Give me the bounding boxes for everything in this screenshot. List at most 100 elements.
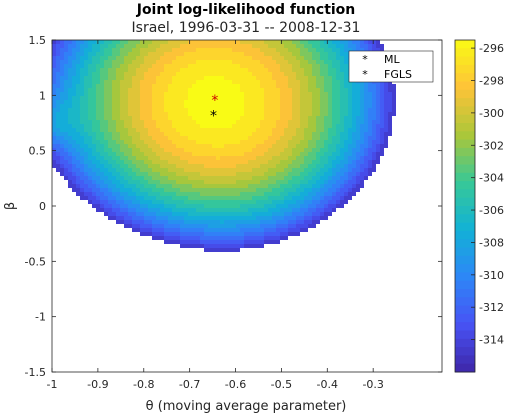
contour-cell: [252, 84, 256, 88]
contour-cell: [352, 172, 356, 176]
contour-cell: [232, 80, 236, 84]
contour-cell: [276, 208, 280, 212]
contour-cell: [116, 112, 120, 116]
chart-title: Joint log-likelihood function: [136, 2, 356, 18]
contour-cell: [120, 64, 124, 68]
contour-cell: [252, 72, 256, 76]
contour-cell: [264, 184, 268, 188]
contour-cell: [212, 48, 216, 52]
contour-cell: [236, 124, 240, 128]
contour-cell: [300, 124, 304, 128]
contour-cell: [332, 56, 336, 60]
contour-cell: [144, 180, 148, 184]
contour-cell: [112, 64, 116, 68]
contour-cell: [180, 196, 184, 200]
contour-cell: [156, 148, 160, 152]
contour-cell: [236, 40, 240, 44]
contour-cell: [136, 124, 140, 128]
contour-cell: [260, 200, 264, 204]
contour-cell: [88, 80, 92, 84]
contour-cell: [272, 236, 276, 240]
contour-cell: [236, 184, 240, 188]
contour-cell: [236, 232, 240, 236]
contour-cell: [108, 152, 112, 156]
contour-cell: [88, 144, 92, 148]
contour-cell: [356, 128, 360, 132]
contour-cell: [180, 60, 184, 64]
contour-cell: [144, 68, 148, 72]
contour-cell: [64, 88, 68, 92]
contour-cell: [296, 76, 300, 80]
contour-cell: [240, 228, 244, 232]
contour-cell: [268, 128, 272, 132]
contour-cell: [220, 236, 224, 240]
colorbar-tick-label: -312: [479, 301, 504, 314]
contour-cell: [372, 104, 376, 108]
contour-cell: [244, 188, 248, 192]
contour-cell: [376, 156, 380, 160]
contour-cell: [156, 224, 160, 228]
contour-cell: [232, 172, 236, 176]
contour-cell: [216, 168, 220, 172]
contour-cell: [168, 184, 172, 188]
contour-cell: [240, 180, 244, 184]
contour-cell: [152, 220, 156, 224]
contour-cell: [112, 116, 116, 120]
contour-cell: [380, 44, 384, 48]
contour-cell: [236, 224, 240, 228]
contour-cell: [256, 52, 260, 56]
contour-cell: [224, 60, 228, 64]
contour-cell: [88, 184, 92, 188]
contour-cell: [76, 108, 80, 112]
contour-cell: [300, 224, 304, 228]
contour-cell: [332, 84, 336, 88]
contour-cell: [132, 48, 136, 52]
contour-cell: [236, 68, 240, 72]
contour-cell: [340, 140, 344, 144]
contour-cell: [152, 200, 156, 204]
contour-cell: [100, 60, 104, 64]
contour-cell: [300, 148, 304, 152]
colorbar-segment: [455, 197, 475, 207]
contour-cell: [104, 116, 108, 120]
contour-cell: [304, 204, 308, 208]
contour-cell: [208, 240, 212, 244]
contour-cell: [276, 188, 280, 192]
contour-cell: [300, 176, 304, 180]
contour-cell: [368, 100, 372, 104]
contour-cell: [164, 72, 168, 76]
contour-cell: [164, 80, 168, 84]
contour-cell: [92, 80, 96, 84]
contour-cell: [256, 184, 260, 188]
contour-cell: [184, 188, 188, 192]
contour-cell: [152, 148, 156, 152]
contour-cell: [308, 76, 312, 80]
contour-cell: [320, 160, 324, 164]
contour-cell: [64, 160, 68, 164]
contour-cell: [308, 68, 312, 72]
contour-cell: [276, 148, 280, 152]
contour-cell: [256, 72, 260, 76]
contour-cell: [100, 140, 104, 144]
contour-cell: [164, 156, 168, 160]
contour-cell: [72, 176, 76, 180]
contour-cell: [356, 44, 360, 48]
contour-cell: [124, 148, 128, 152]
contour-cell: [272, 200, 276, 204]
contour-cell: [120, 196, 124, 200]
contour-cell: [340, 156, 344, 160]
contour-cell: [296, 48, 300, 52]
contour-cell: [236, 72, 240, 76]
contour-cell: [292, 128, 296, 132]
contour-cell: [188, 196, 192, 200]
contour-cell: [148, 52, 152, 56]
contour-cell: [240, 232, 244, 236]
contour-cell: [236, 84, 240, 88]
contour-cell: [224, 236, 228, 240]
contour-cell: [156, 172, 160, 176]
contour-cell: [212, 144, 216, 148]
contour-cell: [196, 212, 200, 216]
contour-cell: [88, 116, 92, 120]
contour-cell: [188, 160, 192, 164]
contour-cell: [320, 192, 324, 196]
